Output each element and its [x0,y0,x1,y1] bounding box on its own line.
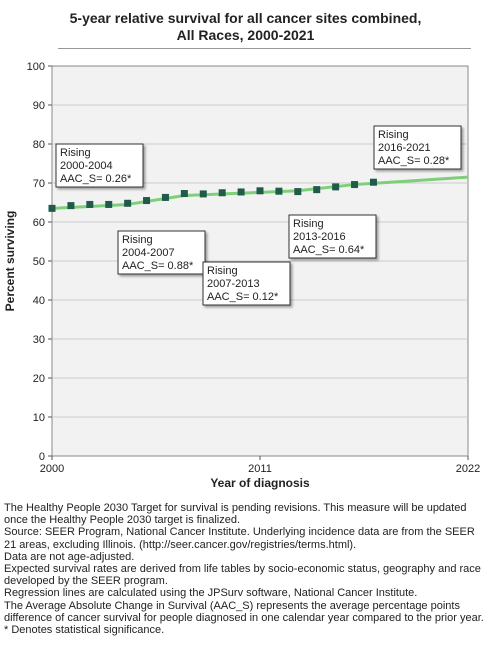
data-point [48,204,56,212]
footnote-line: Regression lines are calculated using th… [4,587,418,600]
y-tick-label: 90 [33,100,45,112]
annotation-frame [288,214,377,259]
y-tick-label: 50 [33,256,45,268]
annotation-text: AAC_S= 0.28* [378,155,450,167]
data-point [199,190,207,198]
y-axis-label: Percent surviving [3,211,17,312]
data-point [369,178,377,186]
observed-points [48,178,377,212]
chart-title-line-2: All Races, 2000-2021 [176,27,315,43]
footnote-line: Source: SEER Program, National Cancer In… [4,526,475,551]
data-point [86,200,94,208]
annotation-frame [373,125,462,170]
y-tick-label: 0 [39,451,45,463]
y-tick-label: 80 [33,139,45,151]
survival-chart: 0 10 20 30 40 50 60 70 80 90 100 2000 2011 2022 Risi… [3,61,480,490]
annotation-text: AAC_S= 0.26* [60,173,132,185]
annotation-frame [55,143,144,188]
y-axis-ticks: 0 10 20 30 40 50 60 70 80 90 100 [27,61,52,463]
data-point [161,193,169,201]
annotation-text: 2007-2013 [207,278,260,290]
x-tick-label: 2022 [456,463,480,475]
y-tick-label: 30 [33,334,45,346]
x-axis-label: Year of diagnosis [210,476,310,490]
y-tick-label: 60 [33,217,45,229]
title-divider [58,48,471,49]
data-point [275,187,283,195]
annotation-text: Rising [378,129,409,141]
grid-lines [52,104,468,418]
data-point [294,188,302,196]
chart-title-line-1: 5-year relative survival for all cancer … [69,10,422,26]
annotation-text: 2004-2007 [122,247,175,259]
footnotes: The Healthy People 2030 Target for survi… [4,502,488,636]
footnote-line: The Average Absolute Change in Survival … [4,599,484,624]
annotation-text: Rising [60,147,91,159]
data-point [218,189,226,197]
data-point [180,190,188,198]
annotation-text: AAC_S= 0.12* [207,291,279,303]
annotation-text: AAC_S= 0.64* [293,244,365,256]
annotation-text: 2000-2004 [60,160,113,172]
data-point [256,187,264,195]
annotation-text: 2016-2021 [378,142,431,154]
y-tick-label: 40 [33,295,45,307]
data-point [124,199,132,207]
annotation-text: Rising [122,234,153,246]
annotation-text: AAC_S= 0.88* [122,260,194,272]
y-tick-label: 20 [33,373,45,385]
y-tick-label: 10 [33,412,45,424]
x-tick-label: 2000 [40,463,64,475]
annotation-text: Rising [207,265,238,277]
footnote-line: Expected survival rates are derived from… [4,563,481,588]
data-point [67,202,75,210]
data-point [351,181,359,189]
annotation-frame [202,261,291,306]
y-tick-label: 70 [33,178,45,190]
footnote-line: Data are not age-adjusted. [4,550,135,563]
data-point [105,200,113,208]
data-point [332,183,340,191]
annotation-text: Rising [293,218,324,230]
data-point [143,197,151,205]
x-tick-label: 2011 [248,463,272,475]
footnote-line: * Denotes statistical significance. [4,624,165,637]
annotation-frame [117,230,206,275]
chart-title: 5-year relative survival for all cancer … [0,10,491,44]
data-point [313,186,321,194]
x-axis-ticks: 2000 2011 2022 [40,456,480,475]
footnote-line: The Healthy People 2030 Target for survi… [4,502,467,527]
annotation-text: 2013-2016 [293,231,346,243]
data-point [237,188,245,196]
y-tick-label: 100 [27,61,45,73]
